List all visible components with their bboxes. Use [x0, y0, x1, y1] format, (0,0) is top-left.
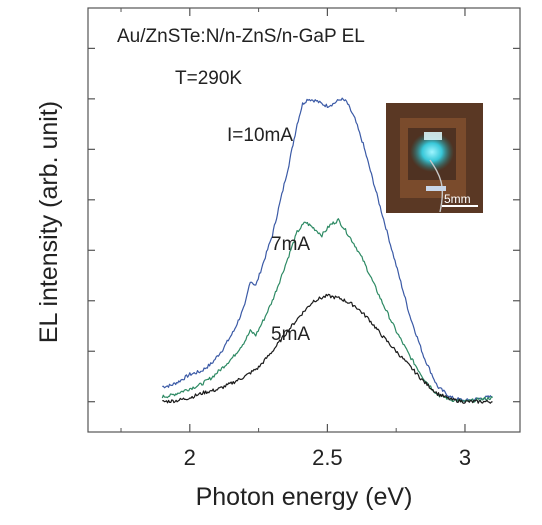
inset-wire — [429, 159, 444, 213]
series-label-7ma: 7mA — [271, 234, 310, 255]
series-line-0 — [162, 97, 493, 403]
x-axis-title: Photon energy (eV) — [196, 483, 413, 511]
series-label-5ma: 5mA — [271, 324, 310, 345]
plot-frame — [87, 7, 521, 433]
x-tick-label: 2 — [184, 445, 196, 470]
inset-emission-glow — [410, 132, 454, 172]
inset-pad — [426, 186, 446, 191]
y-axis-title: EL intensity (arb. unit) — [35, 101, 63, 343]
device-photo-inset: 5mm — [386, 103, 483, 213]
series-line-1 — [161, 218, 493, 403]
temperature-label: T=290K — [175, 68, 242, 89]
x-tick-label: 3 — [459, 445, 471, 470]
series-label-10ma: I=10mA — [227, 125, 293, 146]
series-group — [161, 97, 493, 404]
axis-ticks: 2 2.5 3 — [88, 8, 520, 470]
inset-electrode — [424, 132, 442, 140]
series-line-2 — [162, 293, 493, 404]
x-tick-label: 2.5 — [312, 445, 343, 470]
inset-scale-label: 5mm — [444, 192, 471, 206]
sample-label: Au/ZnSTe:N/n-ZnS/n-GaP EL — [117, 26, 365, 47]
